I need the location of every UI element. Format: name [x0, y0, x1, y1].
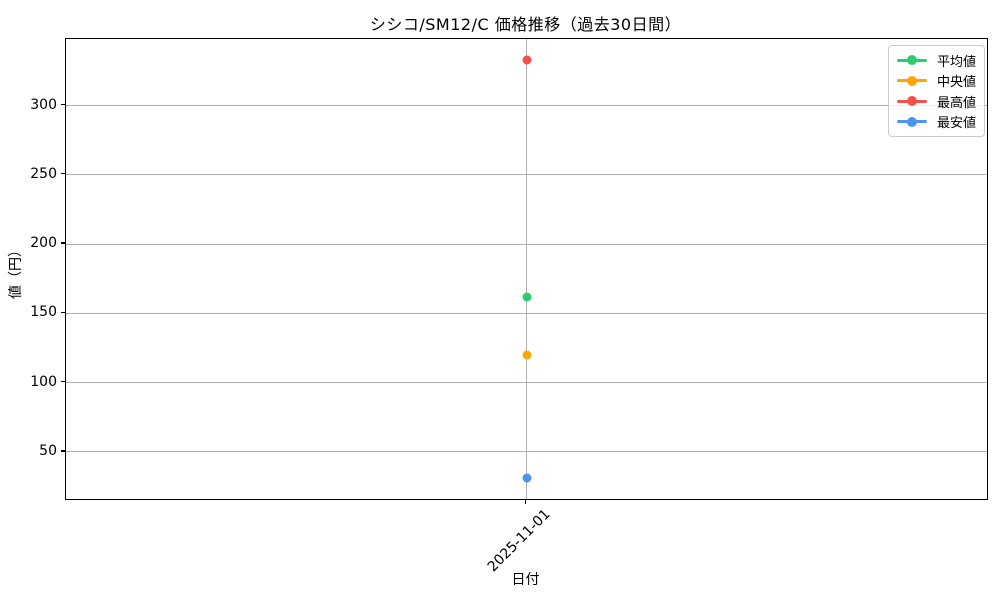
y-tick-mark	[60, 173, 65, 175]
legend-marker-icon	[907, 116, 917, 127]
legend-line-sample	[897, 75, 927, 86]
legend-marker-icon	[907, 75, 917, 86]
data-point-最高値	[522, 55, 531, 65]
y-tick-mark	[60, 242, 65, 244]
legend-item: 平均値	[897, 50, 976, 71]
y-tick-label: 200	[30, 235, 57, 252]
legend-line-sample	[897, 96, 927, 107]
legend-item: 最高値	[897, 91, 976, 112]
legend-marker-icon	[907, 96, 917, 107]
y-tick-label: 100	[30, 373, 57, 390]
x-axis-label: 日付	[511, 572, 540, 588]
data-point-最安値	[522, 473, 531, 483]
legend-label: 平均値	[937, 54, 977, 70]
data-point-中央値	[522, 350, 531, 360]
plot-area: 平均値中央値最高値最安値	[65, 38, 988, 500]
y-tick-label: 250	[30, 165, 57, 182]
legend-label: 最高値	[937, 95, 977, 111]
y-tick-mark	[60, 103, 65, 106]
legend-item: 最安値	[897, 112, 976, 133]
x-tick-mark	[524, 499, 527, 504]
legend: 平均値中央値最高値最安値	[888, 45, 985, 137]
y-tick-label: 300	[30, 96, 57, 113]
y-tick-mark	[60, 311, 65, 314]
legend-marker-icon	[907, 55, 917, 66]
legend-label: 中央値	[937, 75, 977, 91]
legend-label: 最安値	[937, 116, 977, 132]
y-tick-mark	[60, 380, 65, 383]
y-axis-label: 値（円）	[8, 243, 24, 299]
legend-line-sample	[897, 55, 927, 66]
legend-item: 中央値	[897, 71, 976, 92]
chart-title: シシコ/SM12/C 価格推移（過去30日間）	[369, 15, 682, 34]
x-gridline	[526, 39, 527, 499]
y-tick-mark	[60, 450, 65, 452]
y-tick-label: 50	[39, 442, 57, 459]
data-point-平均値	[522, 292, 531, 302]
y-tick-label: 150	[30, 304, 57, 321]
legend-line-sample	[897, 116, 927, 127]
